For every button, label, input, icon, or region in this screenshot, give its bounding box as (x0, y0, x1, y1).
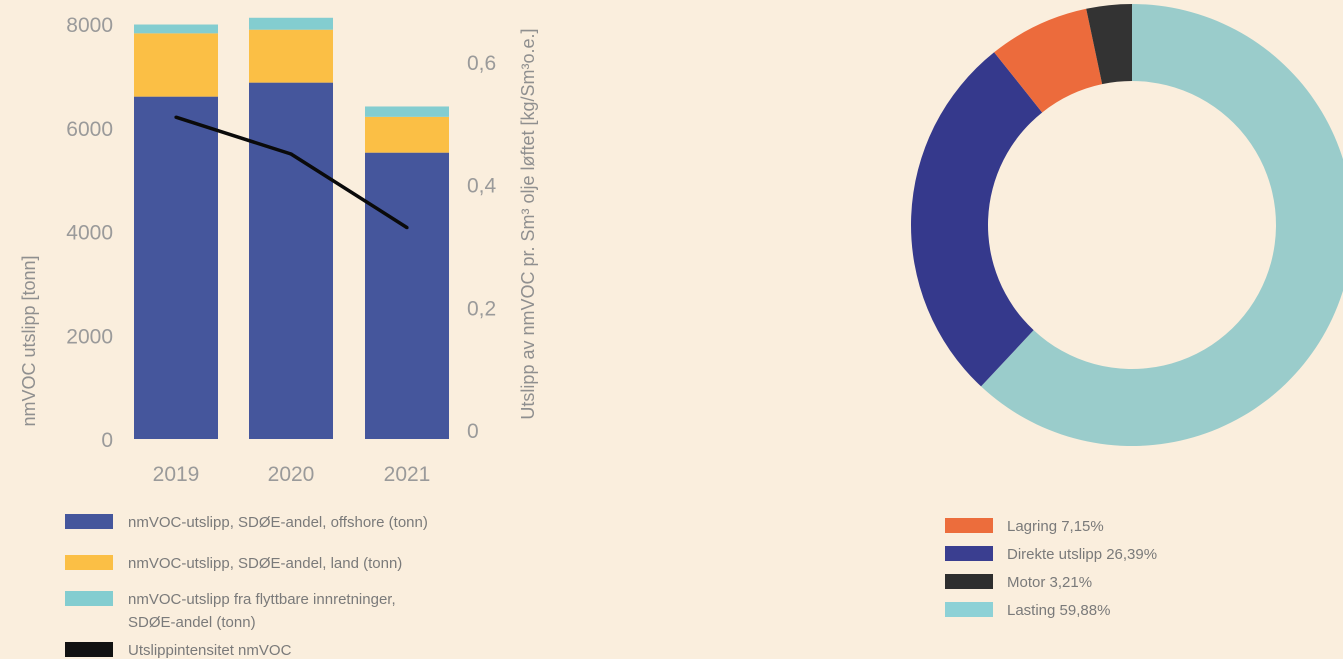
y-tick-label: 4000 (66, 222, 113, 245)
donut-slice (994, 8, 1103, 113)
legend-label: nmVOC-utslipp fra flyttbare innretninger… (128, 591, 396, 608)
bar-chart-legend: nmVOC-utslipp, SDØE-andel, offshore (ton… (65, 514, 428, 659)
x-tick-label: 2020 (268, 463, 315, 486)
legend-label: Direkte utslipp 26,39% (1007, 546, 1157, 563)
y-tick-label: 2000 (66, 325, 113, 348)
legend-label: Lagring 7,15% (1007, 518, 1104, 535)
x-tick-label: 2021 (384, 463, 431, 486)
y-tick-label: 0 (101, 429, 113, 452)
bar-segment (365, 106, 449, 117)
y2-tick-label: 0,6 (467, 52, 496, 75)
bar-segment (365, 152, 449, 439)
bar-segment (134, 24, 218, 34)
legend-label: nmVOC-utslipp, SDØE-andel, land (tonn) (128, 555, 402, 572)
legend-swatch (945, 518, 993, 533)
donut-chart-legend: Lagring 7,15% Direkte utslipp 26,39% Motor… (945, 518, 1157, 619)
y-tick-label: 8000 (66, 14, 113, 37)
y2-tick-label: 0,4 (467, 175, 497, 198)
intensity-point (174, 115, 178, 119)
y2-tick-label: 0 (467, 420, 479, 443)
legend-label: nmVOC-utslipp, SDØE-andel, offshore (ton… (128, 514, 428, 531)
legend-label: SDØE-andel (tonn) (128, 614, 256, 631)
bar-segment (249, 82, 333, 440)
bar-segment (249, 29, 333, 83)
legend-swatch (65, 555, 113, 570)
legend-label: Motor 3,21% (1007, 574, 1092, 591)
legend-label: Utslippintensitet nmVOC (128, 642, 292, 659)
legend-swatch (65, 642, 113, 657)
stacked-bar-chart: 0 2000 4000 6000 8000 0 0,2 0,4 0,6 nmVOC utslipp… (19, 14, 538, 486)
legend-swatch (945, 602, 993, 617)
legend-swatch (945, 574, 993, 589)
bar-segment (249, 17, 333, 30)
donut-slice (1086, 4, 1132, 85)
donut-slice (981, 4, 1343, 446)
y2-tick-label: 0,2 (467, 297, 496, 320)
y-tick-label: 6000 (66, 118, 113, 141)
intensity-point (405, 226, 409, 230)
legend-swatch (65, 591, 113, 606)
donut-chart (911, 4, 1343, 446)
legend-swatch (945, 546, 993, 561)
intensity-point (289, 152, 293, 156)
y-axis-title: nmVOC utslipp [tonn] (19, 255, 39, 426)
x-tick-label: 2019 (153, 463, 200, 486)
bar-segment (134, 33, 218, 97)
donut-slice (911, 52, 1043, 387)
bar-segment (134, 96, 218, 439)
y2-axis-title: Utslipp av nmVOC pr. Sm³ olje løftet [kg… (518, 28, 538, 419)
legend-swatch (65, 514, 113, 529)
legend-label: Lasting 59,88% (1007, 602, 1110, 619)
bar-segment (365, 116, 449, 153)
